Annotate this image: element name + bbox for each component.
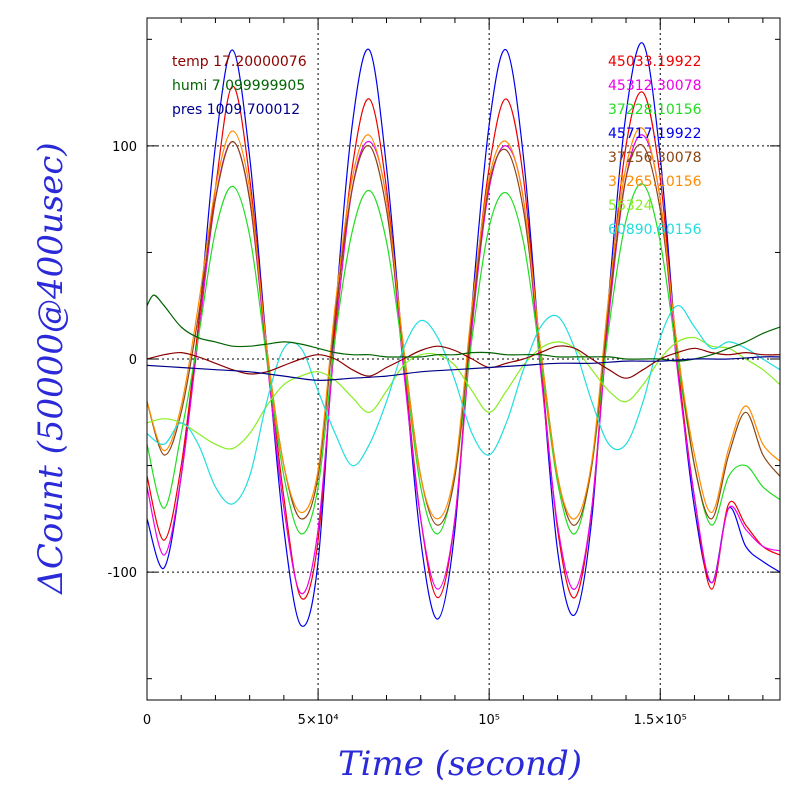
series-line-5: [147, 127, 780, 520]
y-tick-label: 100: [112, 140, 137, 155]
series-line-7: [147, 305, 780, 505]
x-tick-label: 10⁵: [478, 713, 500, 728]
legend-right-item: 37265.10156: [608, 174, 702, 190]
legend-right-item: 45033.19922: [608, 54, 702, 70]
series-layer: [147, 42, 780, 627]
legend-right-item: 60890.60156: [608, 222, 702, 238]
axis-ticks: 0 5×10⁴ 10⁵ 1.5×10⁵ -100 0 100: [107, 18, 780, 728]
legend-left-item: temp 17.20000076: [172, 54, 307, 70]
x-axis-title: Time (second): [338, 744, 582, 784]
legend-right-item: 56324: [608, 198, 653, 214]
series-line-4: [147, 140, 780, 526]
legend-right-item: 37256.30078: [608, 150, 702, 166]
y-axis-title: ΔCount (50000@400usec): [31, 142, 71, 595]
x-tick-label: 0: [143, 713, 151, 728]
x-tick-label: 1.5×10⁵: [634, 713, 687, 728]
series-line-6: [147, 336, 780, 450]
legend: temp 17.20000076 humi 7.099999905 pres 100…: [172, 54, 702, 238]
legend-left-item: humi 7.099999905: [172, 78, 305, 94]
legend-right-item: 37228.10156: [608, 102, 702, 118]
legend-right-item: 45312.30078: [608, 78, 702, 94]
series-line-10: [147, 356, 780, 381]
y-tick-label: 0: [129, 353, 137, 368]
legend-left-item: pres 1009.700012: [172, 102, 300, 118]
y-tick-label: -100: [107, 566, 137, 581]
x-tick-label: 5×10⁴: [298, 713, 339, 728]
series-line-8: [147, 345, 780, 379]
legend-right-item: 45717.19922: [608, 126, 702, 142]
